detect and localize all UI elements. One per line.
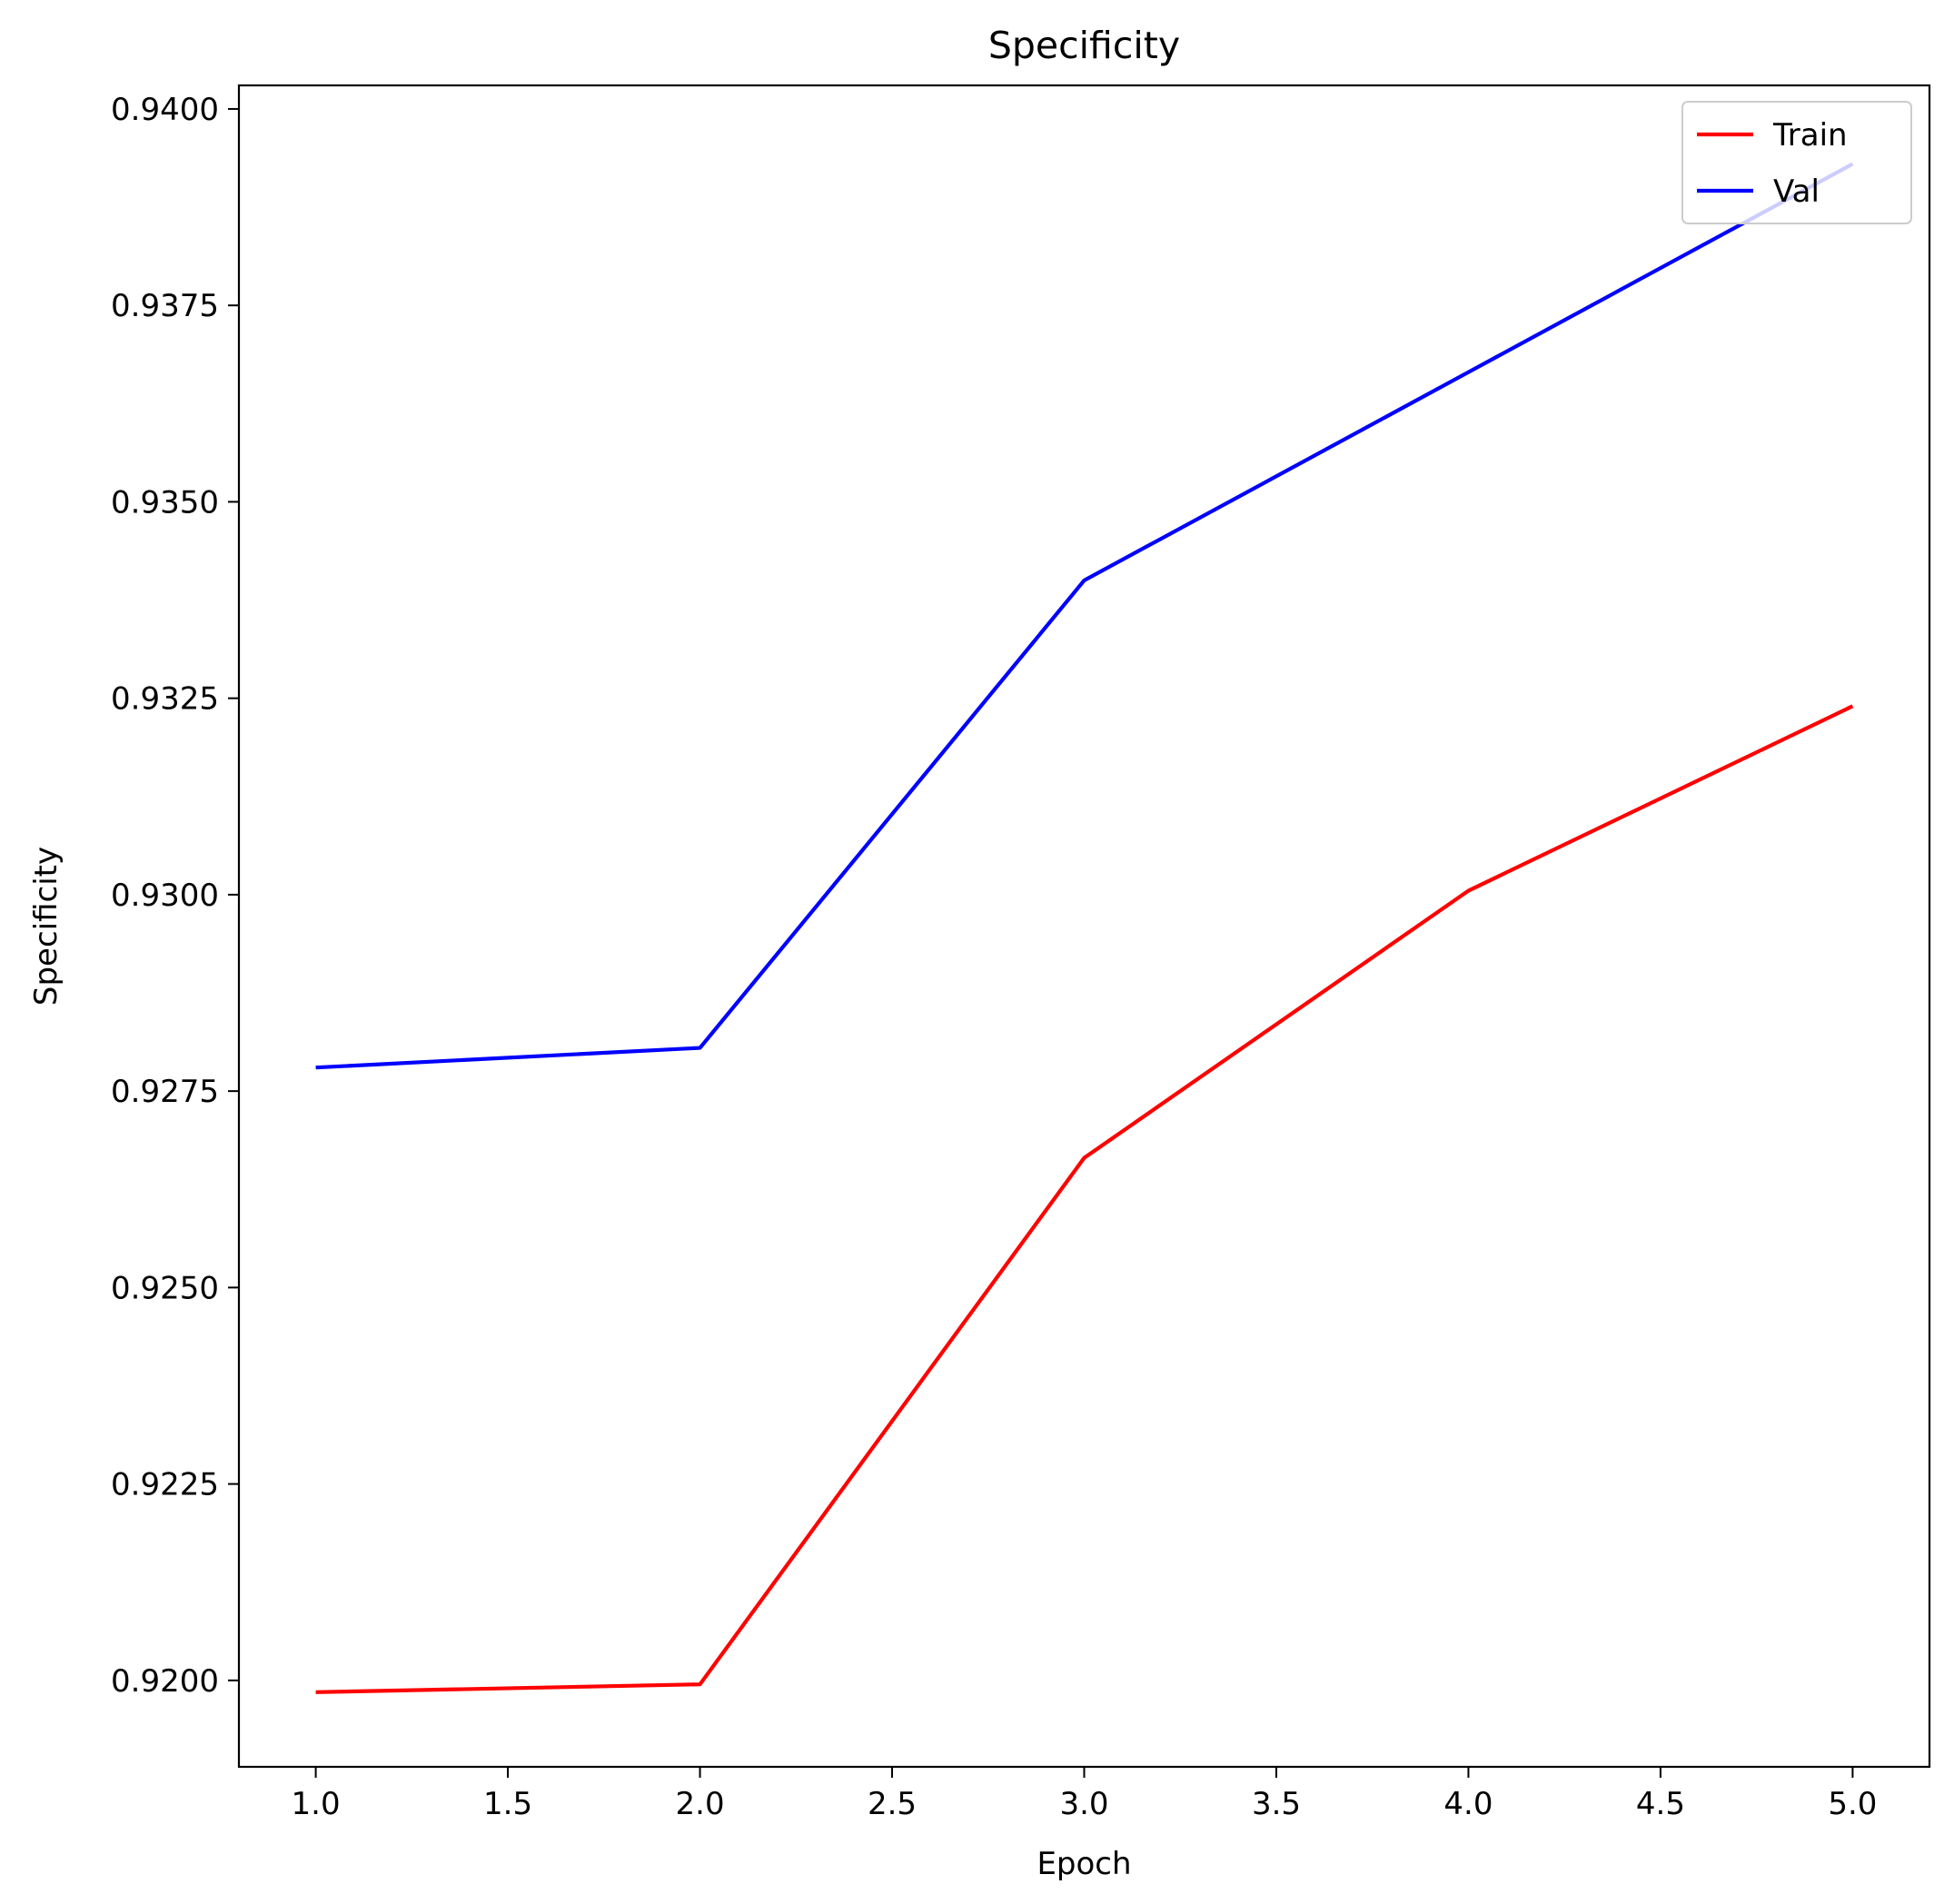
x-tick-label: 1.5 bbox=[483, 1786, 532, 1822]
y-tick-label: 0.9225 bbox=[111, 1467, 219, 1503]
y-tick-label: 0.9325 bbox=[111, 681, 219, 718]
x-tick-label: 2.5 bbox=[868, 1786, 917, 1822]
legend-box bbox=[1681, 101, 1912, 224]
y-tick-label: 0.9300 bbox=[111, 878, 219, 914]
series-layer bbox=[315, 162, 1854, 1694]
x-tick-label: 3.5 bbox=[1252, 1786, 1301, 1822]
x-tick-label: 5.0 bbox=[1828, 1786, 1877, 1822]
legend-label-val: Val bbox=[1773, 174, 1820, 210]
y-axis-ticks: 0.9200 0.9225 0.9250 0.9275 0.9300 0.9325 0.93… bbox=[111, 92, 239, 1700]
y-axis-label: Specificity bbox=[28, 847, 64, 1006]
y-tick-label: 0.9275 bbox=[111, 1074, 219, 1110]
x-tick-label: 4.0 bbox=[1443, 1786, 1493, 1822]
legend: Train Val bbox=[1681, 101, 1912, 224]
y-tick-label: 0.9375 bbox=[111, 288, 219, 324]
x-tick-label: 2.0 bbox=[676, 1786, 725, 1822]
y-tick-label: 0.9400 bbox=[111, 92, 219, 128]
x-tick-label: 1.0 bbox=[292, 1786, 341, 1822]
y-tick-label: 0.9350 bbox=[111, 484, 219, 521]
x-axis-ticks: 1.0 1.5 2.0 2.5 3.0 3.5 4.0 4.5 5.0 bbox=[292, 1767, 1877, 1822]
x-tick-label: 3.0 bbox=[1059, 1786, 1108, 1822]
y-tick-label: 0.9200 bbox=[111, 1663, 219, 1700]
y-tick-label: 0.9250 bbox=[111, 1270, 219, 1306]
x-axis-label: Epoch bbox=[1037, 1846, 1131, 1882]
chart-title: Specificity bbox=[988, 24, 1180, 67]
x-tick-label: 4.5 bbox=[1636, 1786, 1685, 1822]
legend-label-train: Train bbox=[1772, 117, 1848, 154]
